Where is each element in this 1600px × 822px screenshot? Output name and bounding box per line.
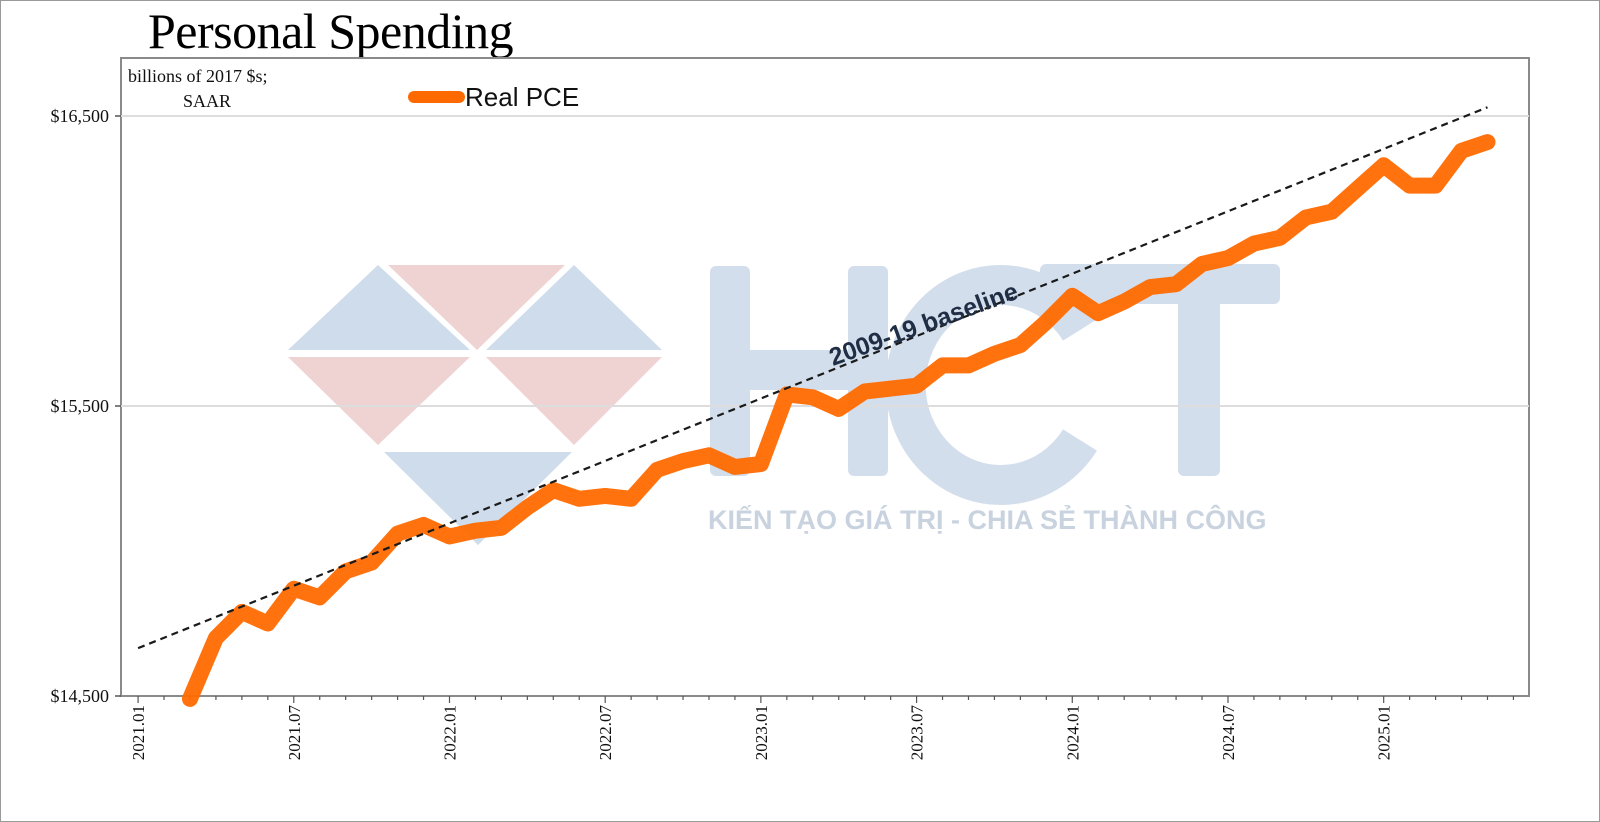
y-tick-label: $16,500 xyxy=(51,106,110,126)
watermark-diamond-blue-right xyxy=(486,265,662,350)
watermark-diamond-blue-left xyxy=(288,265,470,350)
watermark-letter-t-stem xyxy=(1178,264,1220,476)
x-tick-label: 2025.01 xyxy=(1375,705,1394,760)
chart-title: Personal Spending xyxy=(148,3,514,59)
y-axis-ticks: $14,500 $15,500 $16,500 xyxy=(51,106,121,706)
units-label-line2: SAAR xyxy=(183,91,231,111)
hct-watermark-logo: KIẾN TẠO GIÁ TRỊ - CHIA SẺ THÀNH CÔNG xyxy=(288,264,1280,545)
x-axis-ticks: 2021.01 2021.07 2022.01 2022.07 2023.01 2023.… xyxy=(129,696,1515,761)
y-tick-label: $15,500 xyxy=(51,396,110,416)
watermark-diamond-blue-bottom xyxy=(384,452,572,545)
x-tick-label: 2024.07 xyxy=(1219,705,1238,761)
x-tick-label: 2024.01 xyxy=(1063,705,1082,760)
x-tick-label: 2022.01 xyxy=(440,705,459,760)
x-tick-label: 2021.07 xyxy=(285,705,304,761)
watermark-diamond-red-top xyxy=(388,265,565,350)
units-label-line1: billions of 2017 $s; xyxy=(128,66,268,86)
x-tick-label: 2023.01 xyxy=(752,705,771,760)
watermark-tagline: KIẾN TẠO GIÁ TRỊ - CHIA SẺ THÀNH CÔNG xyxy=(708,503,1267,535)
watermark-diamond-red-left xyxy=(288,357,470,445)
x-tick-label: 2023.07 xyxy=(908,705,927,761)
watermark-diamond-red-right xyxy=(486,357,662,445)
baseline-trend-line xyxy=(137,106,1488,650)
x-tick-label: 2022.07 xyxy=(596,705,615,761)
series-line-real-pce xyxy=(182,134,1496,707)
y-tick-label: $14,500 xyxy=(51,686,110,706)
plot-area xyxy=(120,57,1530,697)
legend-label-real-pce: Real PCE xyxy=(465,82,579,112)
x-tick-label: 2021.01 xyxy=(129,705,148,760)
